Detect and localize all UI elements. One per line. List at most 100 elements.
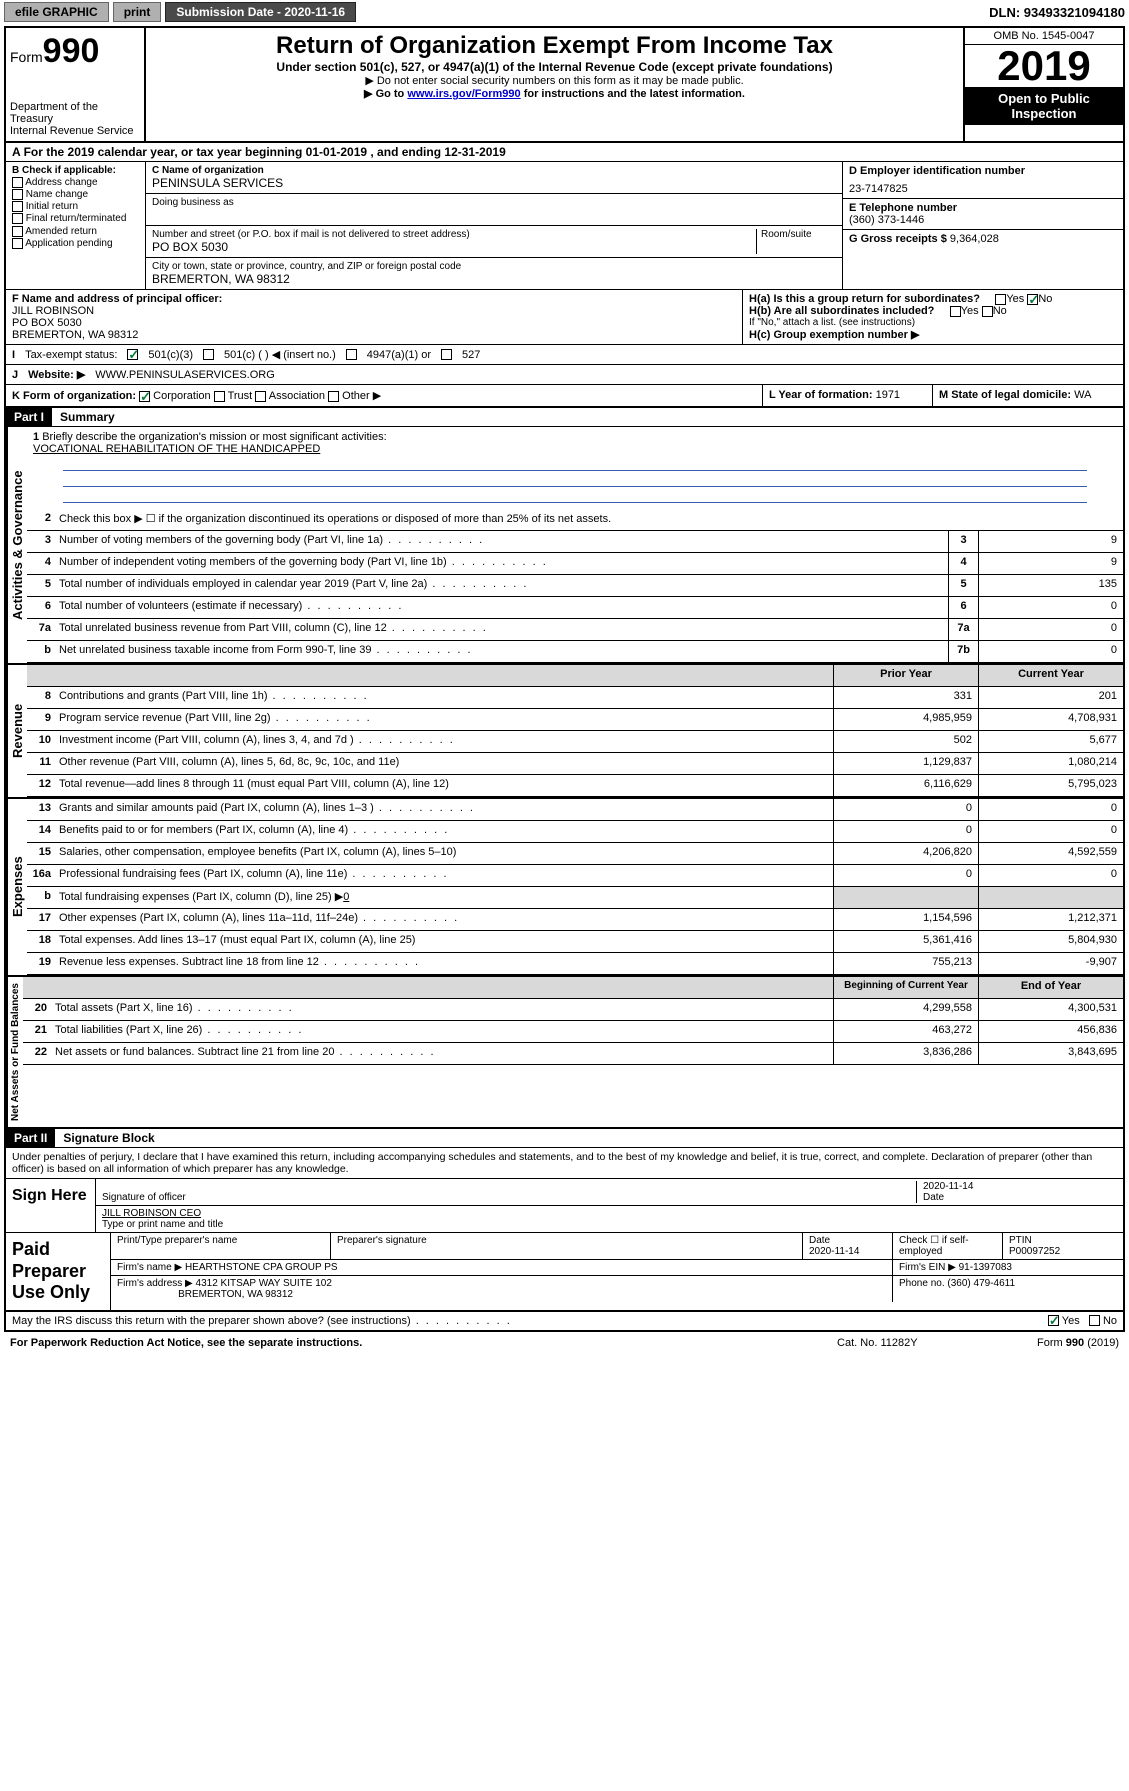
line10: Investment income (Part VIII, column (A)…	[55, 731, 833, 752]
line20: Total assets (Part X, line 16)	[51, 999, 833, 1020]
line19-curr: -9,907	[978, 953, 1123, 974]
ha-yes-checkbox[interactable]	[995, 294, 1006, 305]
amended-return-checkbox[interactable]	[12, 226, 23, 237]
line15-prior: 4,206,820	[833, 843, 978, 864]
line1-label: Briefly describe the organization's miss…	[42, 431, 386, 443]
527-checkbox[interactable]	[441, 349, 452, 360]
org-name: PENINSULA SERVICES	[152, 176, 836, 190]
cat-number: Cat. No. 11282Y	[837, 1337, 1037, 1349]
line13: Grants and similar amounts paid (Part IX…	[55, 799, 833, 820]
line18-prior: 5,361,416	[833, 931, 978, 952]
line11-curr: 1,080,214	[978, 753, 1123, 774]
hb-no-checkbox[interactable]	[982, 306, 993, 317]
hb-yes-checkbox[interactable]	[950, 306, 961, 317]
line5: Total number of individuals employed in …	[55, 575, 948, 596]
other-checkbox[interactable]	[328, 391, 339, 402]
line7b: Net unrelated business taxable income fr…	[55, 641, 948, 662]
discuss-question: May the IRS discuss this return with the…	[12, 1315, 1048, 1327]
firm-name-value: HEARTHSTONE CPA GROUP PS	[185, 1262, 338, 1273]
line17: Other expenses (Part IX, column (A), lin…	[55, 909, 833, 930]
hb-note: If "No," attach a list. (see instruction…	[749, 317, 1117, 328]
line13-prior: 0	[833, 799, 978, 820]
ptin-label: PTIN	[1009, 1235, 1032, 1246]
open-public-badge: Open to Public Inspection	[965, 87, 1123, 125]
goto-note: ▶ Go to www.irs.gov/Form990 for instruct…	[152, 87, 957, 100]
print-button[interactable]: print	[113, 2, 162, 22]
line2: Check this box ▶ ☐ if the organization d…	[55, 509, 1123, 530]
501c3-checkbox[interactable]	[127, 349, 138, 360]
firm-name-label: Firm's name ▶	[117, 1262, 182, 1273]
trust-checkbox[interactable]	[214, 391, 225, 402]
final-return-checkbox[interactable]	[12, 213, 23, 224]
tax-year: 2019	[965, 45, 1123, 87]
line22-beg: 3,836,286	[833, 1043, 978, 1064]
firm-addr-label: Firm's address ▶	[117, 1278, 193, 1289]
paid-preparer-label: Paid Preparer Use Only	[6, 1233, 111, 1310]
line7a-val: 0	[978, 619, 1123, 640]
line12-prior: 6,116,629	[833, 775, 978, 796]
form-number: Form990	[10, 32, 140, 71]
application-pending-checkbox[interactable]	[12, 238, 23, 249]
irs-link[interactable]: www.irs.gov/Form990	[407, 88, 520, 100]
state-domicile: WA	[1074, 389, 1091, 401]
efile-button[interactable]: efile GRAPHIC	[4, 2, 109, 22]
line22-end: 3,843,695	[978, 1043, 1123, 1064]
line18-curr: 5,804,930	[978, 931, 1123, 952]
tax-exempt-label: Tax-exempt status:	[25, 349, 117, 361]
mission-text: VOCATIONAL REHABILITATION OF THE HANDICA…	[33, 443, 320, 455]
501c-checkbox[interactable]	[203, 349, 214, 360]
firm-addr2: BREMERTON, WA 98312	[178, 1289, 293, 1300]
line16a: Professional fundraising fees (Part IX, …	[55, 865, 833, 886]
line7a: Total unrelated business revenue from Pa…	[55, 619, 948, 640]
association-checkbox[interactable]	[255, 391, 266, 402]
line16a-prior: 0	[833, 865, 978, 886]
line18: Total expenses. Add lines 13–17 (must eq…	[55, 931, 833, 952]
gross-receipts-value: 9,364,028	[950, 233, 999, 245]
name-change-checkbox[interactable]	[12, 189, 23, 200]
org-name-label: C Name of organization	[152, 165, 836, 176]
year-formation: 1971	[876, 389, 900, 401]
ha-no-checkbox[interactable]	[1027, 294, 1038, 305]
initial-return-checkbox[interactable]	[12, 201, 23, 212]
gross-receipts-label: G Gross receipts $	[849, 233, 947, 245]
firm-phone-value: (360) 479-4611	[947, 1278, 1015, 1289]
city-label: City or town, state or province, country…	[152, 261, 836, 272]
city-state-zip: BREMERTON, WA 98312	[152, 272, 836, 286]
discuss-no-checkbox[interactable]	[1089, 1315, 1100, 1326]
corporation-checkbox[interactable]	[139, 391, 150, 402]
part1-header: Part I	[6, 408, 52, 426]
line19-prior: 755,213	[833, 953, 978, 974]
address-change-checkbox[interactable]	[12, 177, 23, 188]
line20-end: 4,300,531	[978, 999, 1123, 1020]
line15-curr: 4,592,559	[978, 843, 1123, 864]
line5-val: 135	[978, 575, 1123, 596]
form-subtitle: Under section 501(c), 527, or 4947(a)(1)…	[152, 60, 957, 74]
line4-val: 9	[978, 553, 1123, 574]
line16b: Total fundraising expenses (Part IX, col…	[55, 887, 833, 908]
line9-curr: 4,708,931	[978, 709, 1123, 730]
discuss-yes-checkbox[interactable]	[1048, 1315, 1059, 1326]
website-label: Website: ▶	[28, 368, 85, 381]
officer-addr1: PO BOX 5030	[12, 317, 736, 329]
ein-label: D Employer identification number	[849, 165, 1117, 177]
end-year-hdr: End of Year	[978, 977, 1123, 998]
preparer-date-value: 2020-11-14	[809, 1246, 859, 1257]
form-footer: Form 990 (2019)	[1037, 1337, 1119, 1349]
sig-date-label: Date	[923, 1192, 944, 1203]
line7b-val: 0	[978, 641, 1123, 662]
line10-curr: 5,677	[978, 731, 1123, 752]
line9-prior: 4,985,959	[833, 709, 978, 730]
line13-curr: 0	[978, 799, 1123, 820]
line12: Total revenue—add lines 8 through 11 (mu…	[55, 775, 833, 796]
phone-label: E Telephone number	[849, 202, 1117, 214]
line6: Total number of volunteers (estimate if …	[55, 597, 948, 618]
line11: Other revenue (Part VIII, column (A), li…	[55, 753, 833, 774]
4947-checkbox[interactable]	[346, 349, 357, 360]
prior-year-hdr: Prior Year	[833, 665, 978, 686]
beg-year-hdr: Beginning of Current Year	[833, 977, 978, 998]
line4: Number of independent voting members of …	[55, 553, 948, 574]
line14-prior: 0	[833, 821, 978, 842]
submission-date: Submission Date - 2020-11-16	[165, 2, 356, 22]
officer-label: F Name and address of principal officer:	[12, 293, 736, 305]
street-address: PO BOX 5030	[152, 240, 756, 254]
